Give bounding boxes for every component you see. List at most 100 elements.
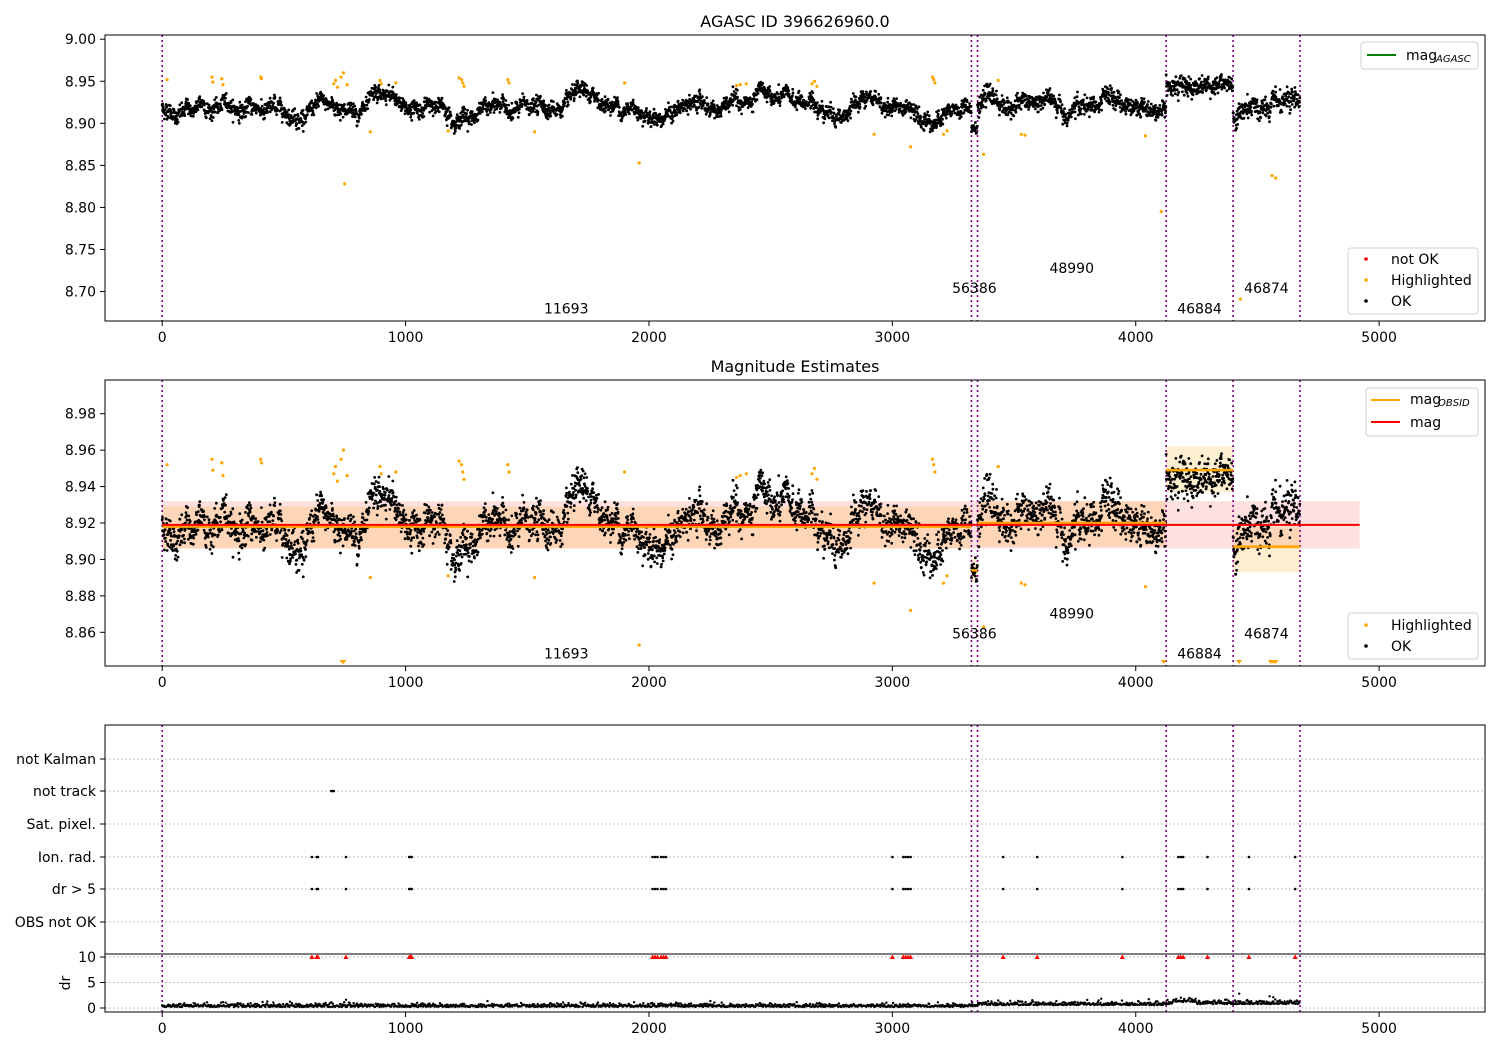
- ok-point: [224, 96, 227, 100]
- ok-point: [496, 98, 499, 102]
- ok-point: [1298, 96, 1302, 100]
- ok-point: [912, 103, 915, 106]
- ok-point: [467, 122, 471, 126]
- highlighted-point: [379, 82, 383, 86]
- ok-point: [901, 113, 905, 117]
- ok-point: [173, 111, 177, 115]
- ok-point: [731, 103, 735, 107]
- ok-point: [187, 514, 191, 518]
- ok-point: [1016, 91, 1019, 95]
- ok-point: [480, 110, 484, 113]
- highlighted-point: [210, 75, 214, 79]
- ok-point: [1291, 90, 1295, 94]
- ok-point: [641, 124, 645, 128]
- ok-point: [261, 529, 265, 533]
- highlighted-point: [812, 79, 817, 83]
- ok-point: [863, 98, 866, 102]
- ok-point: [1249, 105, 1253, 109]
- ok-point: [539, 100, 543, 103]
- ok-point: [561, 107, 564, 111]
- ok-point: [1045, 95, 1049, 99]
- ok-point: [765, 100, 769, 104]
- panel-magnitude-title: Magnitude Estimates: [711, 357, 880, 376]
- ok-point: [1164, 73, 1168, 77]
- ok-point: [372, 98, 375, 101]
- ok-point: [724, 99, 728, 103]
- ok-point: [1285, 85, 1289, 89]
- ok-point: [260, 104, 264, 108]
- ok-point: [165, 117, 169, 121]
- highlighted-point: [343, 182, 347, 186]
- ok-point: [405, 103, 408, 107]
- ok-point: [340, 103, 344, 107]
- ok-point: [300, 553, 304, 557]
- ok-point: [1242, 116, 1246, 120]
- ok-point: [1075, 95, 1079, 99]
- ok-point: [440, 96, 444, 100]
- highlighted-point: [335, 85, 339, 89]
- ok-point: [299, 549, 303, 553]
- ok-point: [459, 123, 463, 127]
- ok-point: [339, 537, 342, 541]
- ok-point: [1059, 100, 1062, 104]
- ok-point: [944, 116, 948, 120]
- ok-point: [254, 530, 258, 533]
- ok-point: [311, 109, 315, 113]
- ok-point: [402, 99, 406, 102]
- ok-point: [454, 123, 458, 127]
- highlighted-point: [1143, 134, 1148, 138]
- ok-point: [1002, 99, 1006, 102]
- ok-point: [631, 100, 635, 104]
- ok-point: [384, 103, 388, 107]
- ok-point: [563, 101, 567, 105]
- ok-point: [1200, 74, 1204, 77]
- ok-point: [655, 123, 659, 127]
- ok-point: [279, 509, 282, 513]
- ok-point: [315, 493, 318, 497]
- ok-point: [231, 120, 235, 124]
- ok-point: [916, 112, 920, 115]
- ok-point: [387, 83, 391, 87]
- ok-point: [561, 114, 564, 118]
- ok-point: [616, 103, 620, 106]
- ok-point: [724, 104, 727, 108]
- y-tick-label: 9.00: [65, 32, 96, 48]
- ok-point: [1280, 110, 1284, 114]
- ok-point: [324, 528, 327, 532]
- ok-point: [1092, 95, 1096, 99]
- highlighted-point: [1274, 176, 1278, 180]
- ok-point: [458, 126, 461, 130]
- ok-point: [301, 537, 304, 541]
- ok-point: [890, 114, 894, 118]
- ok-point: [505, 107, 509, 110]
- ok-point: [751, 110, 755, 114]
- ok-point: [816, 117, 819, 121]
- ok-point: [279, 529, 283, 532]
- ok-point: [928, 130, 932, 134]
- highlighted-point: [506, 78, 510, 82]
- ok-point: [565, 97, 569, 101]
- ok-point: [1108, 84, 1112, 88]
- ok-point: [1185, 91, 1189, 95]
- highlighted-point: [941, 132, 946, 136]
- ok-point: [1006, 113, 1010, 117]
- ok-point: [1114, 108, 1117, 112]
- ok-point: [285, 534, 289, 537]
- ok-point: [891, 108, 894, 112]
- ok-point: [231, 507, 235, 511]
- ok-point: [207, 521, 211, 525]
- ok-point: [334, 527, 337, 531]
- highlighted-point: [341, 71, 346, 75]
- ok-point: [213, 110, 217, 114]
- ok-point: [827, 116, 831, 120]
- ok-point: [296, 538, 300, 542]
- ok-point: [688, 93, 691, 97]
- ok-point: [566, 103, 570, 107]
- ok-point: [743, 102, 747, 106]
- ok-point: [287, 113, 291, 116]
- ok-point: [183, 114, 187, 117]
- ok-point: [711, 99, 715, 103]
- ok-point: [256, 520, 260, 523]
- ok-point: [339, 112, 342, 116]
- ok-point: [256, 104, 260, 108]
